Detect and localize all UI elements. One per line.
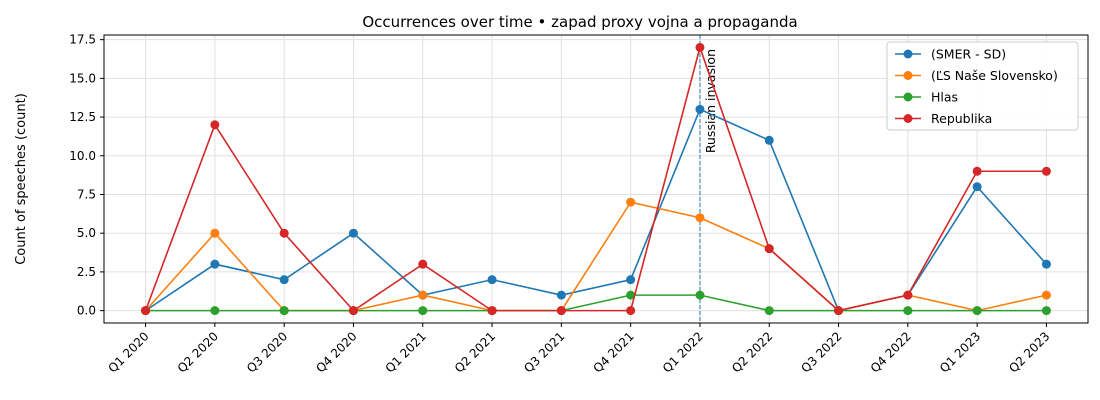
series-line <box>145 294 1047 312</box>
y-axis-title: Count of speeches (count) <box>14 93 29 265</box>
legend-label: (ĽS Naše Slovensko) <box>931 68 1058 83</box>
data-point <box>695 42 705 52</box>
y-tick-label: 2.5 <box>77 265 96 279</box>
data-point <box>626 306 636 316</box>
data-point <box>279 228 289 238</box>
x-tick-label: Q1 2021 <box>383 329 429 375</box>
series-line <box>144 44 1047 312</box>
data-point <box>348 306 358 316</box>
y-tick-label: 17.5 <box>69 33 96 47</box>
data-point <box>695 104 705 114</box>
data-point <box>1041 290 1051 300</box>
data-point <box>556 306 566 316</box>
x-tick-label: Q1 2022 <box>660 329 706 375</box>
x-tick-label: Q4 2022 <box>868 329 914 375</box>
data-point <box>418 259 428 269</box>
data-point <box>626 290 636 300</box>
y-tick-label: 7.5 <box>77 187 96 201</box>
x-tick-label: Q2 2021 <box>452 329 498 375</box>
data-point <box>1041 306 1051 316</box>
legend-marker <box>903 114 913 123</box>
data-point <box>972 182 982 192</box>
x-tick-label: Q1 2023 <box>937 329 983 375</box>
data-point <box>972 166 982 176</box>
data-point <box>418 290 428 300</box>
legend-box <box>886 41 1079 131</box>
data-point <box>210 228 220 238</box>
y-tick-label: 5.0 <box>77 226 96 240</box>
x-tick-label: Q2 2022 <box>729 329 775 375</box>
data-point <box>210 120 220 130</box>
data-point <box>210 306 220 316</box>
chart-title: Occurrences over time • zapad proxy vojn… <box>362 13 797 31</box>
y-tick-label: 0.0 <box>77 304 96 318</box>
x-tick-label: Q3 2022 <box>798 329 844 375</box>
data-point <box>279 306 289 316</box>
x-tick-label: Q2 2023 <box>1006 329 1052 375</box>
data-point <box>764 135 774 145</box>
data-point <box>348 228 358 238</box>
data-point <box>626 275 636 285</box>
x-tick-label: Q2 2020 <box>175 329 221 375</box>
data-point <box>210 259 220 269</box>
annotation-label: Russian invasion <box>703 49 718 153</box>
y-tick-label: 10.0 <box>69 149 96 163</box>
legend: (SMER - SD) (ĽS Naše Slovensko) Hlas Republ… <box>886 41 1079 131</box>
y-tick-label: 12.5 <box>69 110 96 124</box>
data-point <box>418 306 428 316</box>
grid-lines <box>104 35 1088 323</box>
legend-marker <box>903 71 913 80</box>
plot-frame <box>103 34 1089 324</box>
data-point <box>1041 166 1051 176</box>
x-tick-label: Q4 2020 <box>313 329 359 375</box>
data-point <box>764 306 774 316</box>
x-tick-label: Q4 2021 <box>590 329 636 375</box>
annotation-layer: Russian invasion <box>699 35 718 323</box>
legend-label: (SMER - SD) <box>931 47 1006 62</box>
x-tick-label: Q3 2021 <box>521 329 567 375</box>
legend-label: Hlas <box>931 90 958 105</box>
y-tick-label: 15.0 <box>69 71 96 85</box>
data-point <box>487 306 497 316</box>
data-point <box>903 290 913 300</box>
data-point <box>626 197 636 207</box>
data-point <box>556 290 566 300</box>
data-point <box>972 306 982 316</box>
data-point <box>834 306 844 316</box>
data-point <box>695 213 705 223</box>
series-layer <box>141 42 1051 316</box>
x-tick-label: Q1 2020 <box>105 329 151 375</box>
data-point <box>695 290 705 300</box>
data-point <box>279 275 289 285</box>
data-point <box>764 244 774 254</box>
data-point <box>903 306 913 316</box>
data-point <box>141 306 151 316</box>
x-tick-label: Q3 2020 <box>244 329 290 375</box>
legend-marker <box>903 92 913 102</box>
data-point <box>487 275 497 285</box>
data-point <box>1041 259 1051 269</box>
legend-label: Republika <box>931 111 992 126</box>
legend-marker <box>903 49 913 59</box>
